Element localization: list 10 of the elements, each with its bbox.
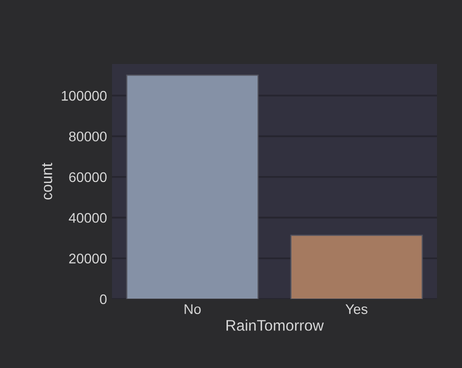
y-tick-label: 80000 (69, 132, 107, 142)
y-tick-label: 100000 (62, 90, 107, 101)
y-axis-title: count (42, 162, 52, 200)
y-tick-label: 60000 (69, 172, 107, 182)
y-tick-label: 0 (100, 294, 107, 304)
x-axis-title: RainTomorrow (226, 320, 324, 331)
y-tick-label: 20000 (69, 254, 107, 264)
x-tick-label: No (184, 304, 201, 314)
x-tick-label: Yes (346, 304, 368, 314)
y-tick-label: 40000 (68, 212, 107, 223)
